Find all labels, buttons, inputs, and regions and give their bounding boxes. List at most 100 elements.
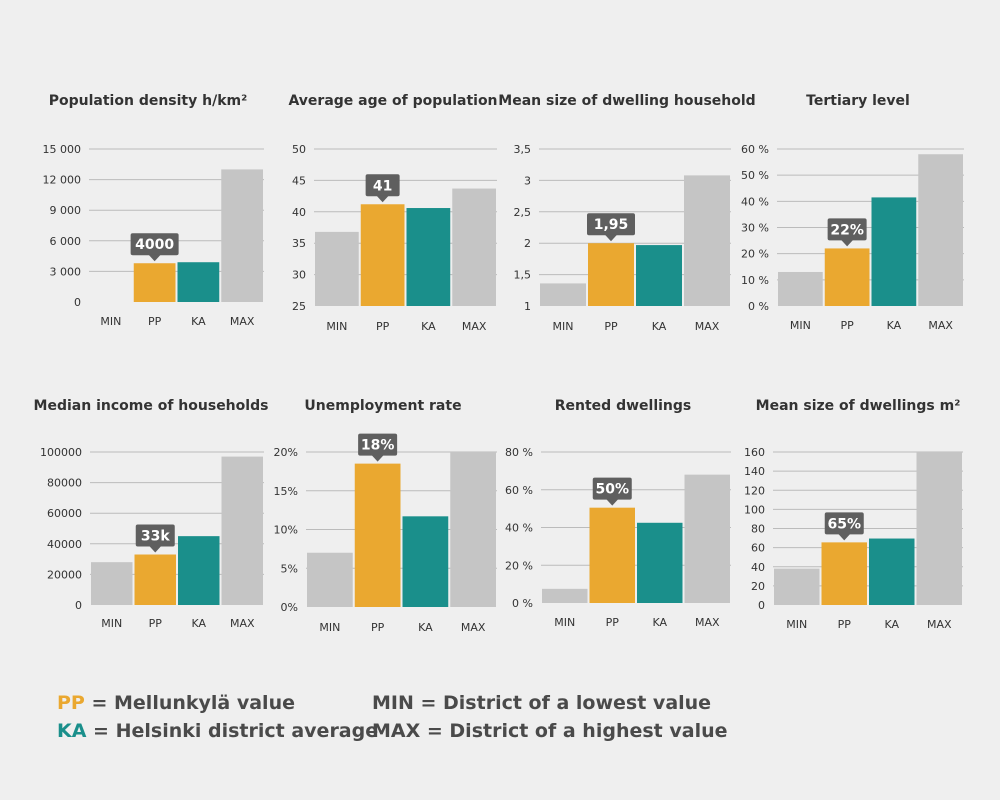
- bar-ka: [869, 538, 915, 605]
- callout-box: [827, 218, 867, 241]
- bar-min: [540, 283, 586, 306]
- callout-pointer: [605, 234, 617, 242]
- y-tick-label: 0 %: [748, 300, 769, 313]
- chart-title: Median income of households: [34, 398, 269, 414]
- bar-pp: [133, 263, 176, 302]
- bar-pp: [134, 554, 176, 605]
- y-tick-label: 40000: [47, 538, 82, 551]
- x-tick-label: PP: [604, 320, 618, 333]
- x-tick-label: MAX: [462, 320, 487, 333]
- x-tick-label: MIN: [319, 621, 340, 634]
- y-tick-label: 120: [744, 484, 765, 497]
- bar-pp: [354, 463, 401, 607]
- x-tick-label: MAX: [230, 617, 255, 630]
- bar-max: [221, 169, 263, 302]
- pp-callout: 22%: [827, 218, 867, 247]
- y-tick-label: 20%: [274, 446, 298, 459]
- x-tick-label: MIN: [786, 618, 807, 631]
- callout-box: [587, 213, 635, 236]
- bar-min: [315, 231, 359, 306]
- chart-title: Tertiary level: [806, 93, 910, 109]
- callout-box: [824, 512, 864, 535]
- bar-max: [918, 154, 963, 306]
- callout-pointer: [371, 455, 384, 462]
- chart-7: Rented dwellings 0 % 20 % 40 % 60 % 80 % MIN PP…: [505, 398, 731, 629]
- legend-min: MIN = District of a lowest value: [372, 692, 712, 714]
- chart-title: Population density h/km²: [49, 93, 247, 109]
- chart-4: Tertiary level 0 % 10 % 20 % 30 % 40 % 50 % 60 …: [741, 93, 964, 332]
- y-tick-label: 45: [292, 174, 306, 187]
- x-tick-label: MIN: [326, 320, 347, 333]
- chart-2: Average age of population 25 30 35 40 45 50 MIN…: [288, 93, 497, 333]
- x-tick-label: KA: [887, 319, 902, 332]
- y-tick-label: 3 000: [50, 265, 82, 278]
- x-tick-label: MIN: [100, 315, 121, 328]
- bar-max: [221, 456, 263, 605]
- bar-pp: [824, 248, 870, 306]
- bar-max: [452, 188, 496, 306]
- y-tick-label: 2,5: [514, 206, 532, 219]
- pp-callout: 41: [365, 174, 400, 203]
- legend-ka: KA = Helsinki district average: [57, 717, 378, 745]
- y-tick-label: 50 %: [741, 169, 769, 182]
- y-tick-label: 100000: [40, 446, 82, 459]
- y-tick-label: 15 000: [43, 143, 82, 156]
- y-tick-label: 80 %: [505, 446, 533, 459]
- y-tick-label: 10 %: [741, 274, 769, 287]
- callout-label: 1,95: [594, 217, 629, 233]
- y-tick-label: 0: [74, 296, 81, 309]
- bar-ka: [406, 208, 451, 306]
- legend-pp-key: PP: [57, 692, 85, 714]
- bar-min: [778, 271, 823, 306]
- y-tick-label: 160: [744, 446, 765, 459]
- y-tick-label: 60 %: [505, 484, 533, 497]
- bar-pp: [360, 204, 405, 306]
- chart-3: Mean size of dwelling household 1 1,5 2 2,5 3…: [498, 93, 755, 333]
- bar-min: [91, 562, 133, 605]
- y-tick-label: 1,5: [514, 269, 532, 282]
- chart-5: Median income of households 0 20000 40000 60…: [34, 398, 269, 630]
- callout-label: 50%: [595, 482, 629, 498]
- y-tick-label: 0: [758, 599, 765, 612]
- callout-label: 41: [373, 178, 392, 194]
- x-tick-label: MIN: [101, 617, 122, 630]
- chart-title: Unemployment rate: [304, 398, 461, 414]
- bar-max: [916, 452, 962, 605]
- bar-ka: [177, 262, 220, 302]
- x-tick-label: PP: [149, 617, 163, 630]
- y-tick-label: 20: [751, 580, 765, 593]
- bar-ka: [402, 516, 449, 607]
- y-tick-label: 40: [751, 561, 765, 574]
- bar-pp: [588, 243, 634, 306]
- bar-pp: [821, 542, 867, 605]
- legend-ka-text: = Helsinki district average: [86, 720, 379, 742]
- y-tick-label: 40 %: [741, 195, 769, 208]
- bar-min: [542, 588, 588, 603]
- bar-ka: [178, 536, 220, 605]
- x-tick-label: PP: [606, 616, 620, 629]
- x-tick-label: KA: [191, 315, 206, 328]
- pp-callout: 18%: [358, 433, 398, 462]
- x-tick-label: MIN: [790, 319, 811, 332]
- pp-callout: 1,95: [587, 213, 635, 242]
- y-tick-label: 80: [751, 523, 765, 536]
- callout-label: 33k: [141, 529, 170, 545]
- callout-box: [358, 433, 398, 456]
- legend-right: MIN = District of a lowest value MAX = D…: [372, 689, 728, 745]
- pp-callout: 50%: [592, 477, 632, 506]
- bar-ka: [637, 522, 683, 603]
- x-tick-label: MAX: [461, 621, 486, 634]
- y-tick-label: 35: [292, 237, 306, 250]
- y-tick-label: 80000: [47, 477, 82, 490]
- callout-label: 22%: [830, 222, 864, 238]
- callout-box: [365, 174, 400, 197]
- callout-label: 65%: [827, 516, 861, 532]
- callout-box: [130, 233, 179, 256]
- y-tick-label: 12 000: [43, 174, 82, 187]
- chart-title: Mean size of dwelling household: [498, 93, 755, 109]
- y-tick-label: 60 %: [741, 143, 769, 156]
- callout-box: [592, 477, 632, 500]
- y-tick-label: 100: [744, 503, 765, 516]
- callout-pointer: [838, 533, 851, 541]
- chart-6: Unemployment rate 0% 5% 10% 15% 20% MIN PP KA MAX…: [274, 398, 497, 634]
